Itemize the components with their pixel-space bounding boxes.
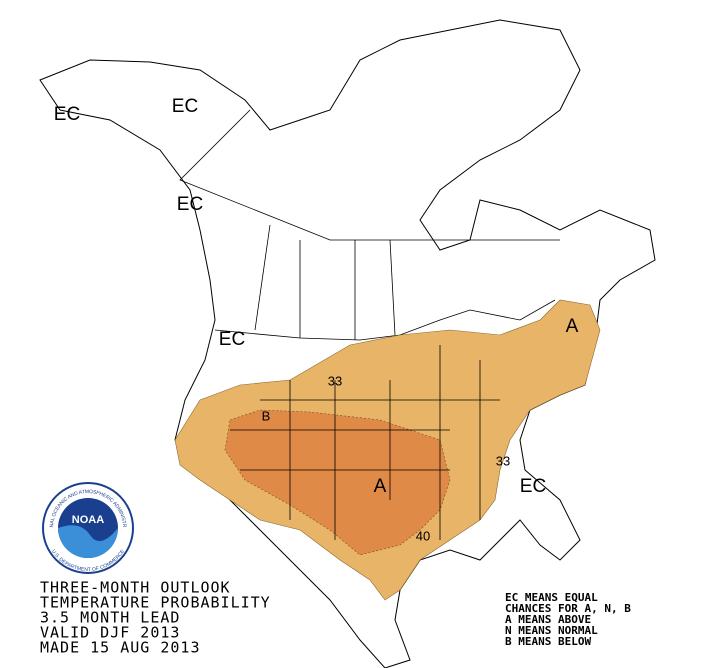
map-label: A [374,476,387,497]
state-lines [230,345,500,540]
legend-line: A MEANS ABOVE [505,613,591,626]
map-label: EC [172,96,198,117]
map-label: A [566,316,579,337]
contour-label: 33 [496,453,510,468]
info-line: TEMPERATURE PROBABILITY [40,594,271,612]
contour-label: 40 [416,528,430,543]
map-label: EC [219,329,245,350]
map-label: B [262,408,271,423]
above-40-region [224,409,451,556]
legend-line: N MEANS NORMAL [505,624,598,637]
info-line: THREE-MONTH OUTLOOK [40,579,231,597]
contour-label: 33 [328,373,342,388]
logo-name: NOAA [72,514,104,526]
legend-line: EC MEANS EQUAL [505,591,598,604]
legend-line: B MEANS BELOW [505,635,591,648]
info-line: VALID DJF 2013 [40,624,180,642]
map-label: EC [54,104,80,125]
map-label: EC [520,476,546,497]
province-lines [179,109,560,340]
legend-line: CHANCES FOR A, N, B [505,602,631,615]
info-line: MADE 15 AUG 2013 [40,639,201,657]
canada-us-border [214,299,556,341]
info-line: 3.5 MONTH LEAD [40,609,180,627]
map-label: EC [177,194,203,215]
